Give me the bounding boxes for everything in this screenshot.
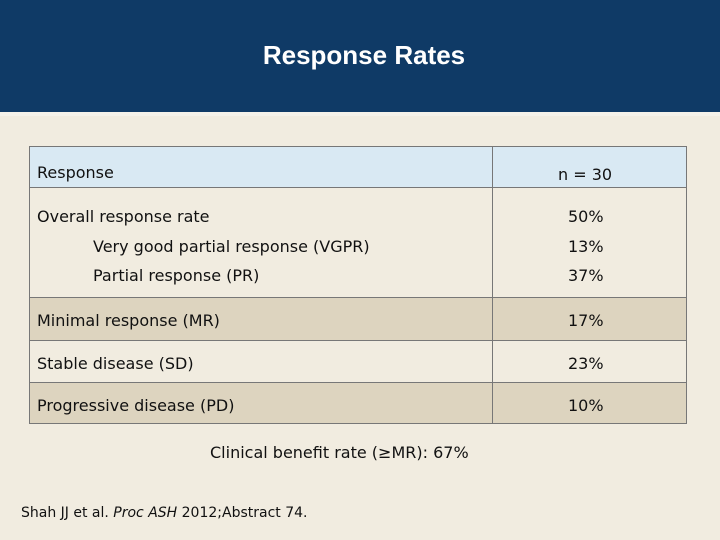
mr-value: 17%: [568, 311, 604, 330]
overall-response-label: Overall response rate: [37, 207, 210, 226]
column-divider: [492, 341, 493, 382]
clinical-benefit-note: Clinical benefit rate (≥MR): 67%: [210, 443, 469, 462]
sd-value: 23%: [568, 354, 604, 373]
title-banner: [0, 0, 720, 112]
banner-divider: [0, 112, 720, 116]
citation-details: 2012;Abstract 74.: [177, 505, 308, 521]
column-divider: [492, 147, 493, 187]
header-response-label: Response: [37, 163, 114, 182]
mr-label: Minimal response (MR): [37, 311, 220, 330]
table-row: Stable disease (SD) 23%: [30, 340, 686, 382]
overall-response-group: Overall response rate 50% Very good part…: [30, 187, 686, 297]
pd-value: 10%: [568, 396, 604, 415]
pd-label: Progressive disease (PD): [37, 396, 235, 415]
vgpr-value: 13%: [568, 237, 604, 256]
header-n-label: n = 30: [558, 165, 613, 184]
column-divider: [492, 188, 493, 297]
pr-value: 37%: [568, 266, 604, 285]
citation-journal: Proc ASH: [113, 505, 178, 521]
table-row: Minimal response (MR) 17%: [30, 297, 686, 340]
table-header-row: Response n = 30: [30, 147, 686, 187]
response-table: Response n = 30 Overall response rate 50…: [29, 146, 687, 424]
table-row: Progressive disease (PD) 10%: [30, 382, 686, 423]
overall-response-value: 50%: [568, 207, 604, 226]
sd-label: Stable disease (SD): [37, 354, 194, 373]
column-divider: [492, 383, 493, 423]
vgpr-label: Very good partial response (VGPR): [93, 237, 370, 256]
pr-label: Partial response (PR): [93, 266, 260, 285]
citation: Shah JJ et al. Proc ASH 2012;Abstract 74…: [21, 505, 307, 521]
column-divider: [492, 298, 493, 340]
slide-title: Response Rates: [262, 40, 466, 70]
citation-authors: Shah JJ et al.: [21, 505, 114, 521]
